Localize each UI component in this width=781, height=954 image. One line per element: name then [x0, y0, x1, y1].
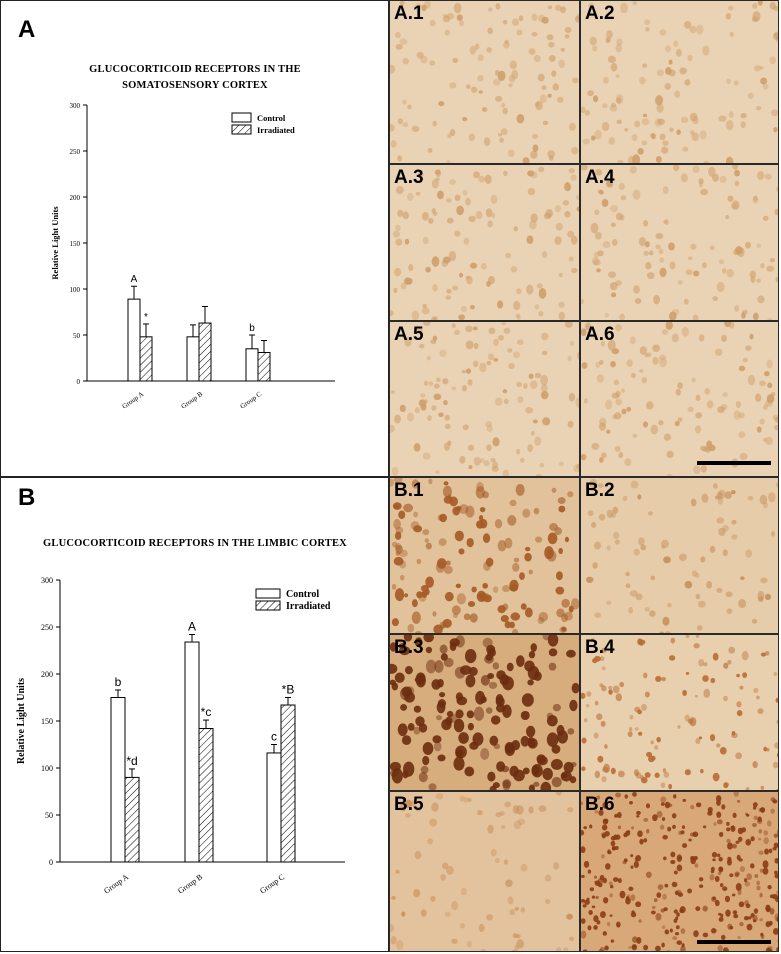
micrograph-a3: A.3: [389, 164, 580, 321]
micrograph-a1-label: A.1: [394, 3, 424, 24]
micrograph-b5-label: B.5: [394, 794, 424, 815]
legend-swatch-control: [231, 112, 252, 123]
micrograph-a6-image: [581, 322, 778, 476]
chart-a-title-line2: SOMATOSENSORY CORTEX: [122, 80, 268, 91]
category-label: Group C: [239, 390, 264, 411]
bar-control: [245, 348, 259, 382]
panel-label-a: A: [18, 16, 36, 43]
micrograph-a2-label: A.2: [585, 3, 615, 24]
bar-irradiated: [198, 728, 214, 863]
micrograph-a6: A.6: [580, 321, 779, 477]
y-tick-label: 0: [49, 858, 53, 867]
micrograph-a5-label: A.5: [394, 324, 424, 345]
category-label: Group B: [176, 872, 204, 895]
significance-label: *c: [201, 705, 212, 719]
category-label: Group C: [258, 872, 286, 895]
legend-swatch-control: [255, 588, 281, 599]
significance-label: c: [271, 730, 277, 744]
micrograph-b1: B.1: [389, 477, 580, 634]
micrograph-b3: B.3: [389, 634, 580, 791]
micrograph-b6-label: B.6: [585, 794, 615, 815]
category-label: Group A: [121, 390, 146, 410]
legend-label: Control: [257, 113, 286, 123]
micrograph-b2-image: [581, 478, 778, 633]
y-tick-label: 50: [73, 332, 81, 340]
y-tick-label: 100: [41, 764, 53, 773]
y-tick-label: 250: [70, 148, 81, 156]
scale-bar-a: [697, 461, 771, 465]
bar-irradiated: [257, 351, 271, 382]
legend-label: Irradiated: [286, 601, 331, 612]
micrograph-b2-label: B.2: [585, 480, 615, 501]
chart-b-title: GLUCOCORTICOID RECEPTORS IN THE LIMBIC C…: [10, 536, 380, 552]
micrograph-a4-image: [581, 165, 778, 320]
micrograph-b1-label: B.1: [394, 480, 424, 501]
y-tick-label: 200: [70, 194, 81, 202]
micrograph-b3-image: [390, 635, 579, 790]
micrograph-b5-image: [390, 792, 579, 951]
micrograph-a5: A.5: [389, 321, 580, 477]
bar-irradiated: [280, 704, 296, 863]
y-tick-label: 150: [41, 717, 53, 726]
micrograph-b2: B.2: [580, 477, 779, 634]
chart-a-title: GLUCOCORTICOID RECEPTORS IN THE SOMATOSE…: [50, 62, 340, 94]
y-tick-label: 250: [41, 623, 53, 632]
significance-label: A: [188, 620, 196, 634]
micrograph-b4-label: B.4: [585, 637, 615, 658]
chart-a: 0 50 100 150 200 250 300 Relative Light Units A *…: [50, 102, 335, 411]
chart-b-title-line1: GLUCOCORTICOID RECEPTORS IN THE LIMBIC C…: [43, 538, 347, 549]
y-tick-label: 300: [41, 576, 53, 585]
bar-irradiated: [198, 322, 212, 382]
micrograph-b6-image: [581, 792, 778, 951]
significance-label: *: [144, 312, 148, 323]
scale-bar-b: [697, 940, 771, 944]
micrograph-a2: A.2: [580, 0, 779, 164]
chart-a-title-line1: GLUCOCORTICOID RECEPTORS IN THE: [89, 64, 301, 75]
micrograph-a6-label: A.6: [585, 324, 615, 345]
y-tick-label: 200: [41, 670, 53, 679]
legend-label: Irradiated: [257, 125, 295, 135]
significance-label: b: [115, 675, 122, 689]
legend-label: Control: [286, 589, 319, 600]
y-tick-label: 150: [70, 240, 81, 248]
micrograph-b6: B.6: [580, 791, 779, 952]
significance-label: A: [131, 274, 138, 285]
bar-control: [184, 641, 200, 863]
micrograph-b3-label: B.3: [394, 637, 424, 658]
significance-label: b: [249, 323, 255, 334]
y-tick-label: 50: [45, 811, 53, 820]
y-tick-label: 0: [77, 378, 81, 386]
micrograph-a1: A.1: [389, 0, 580, 164]
bar-control: [266, 752, 282, 863]
micrograph-a3-image: [390, 165, 579, 320]
chart-b: 0 50 100 150 200 250 300 Relative Light Units b *…: [16, 576, 345, 896]
bar-control: [186, 336, 200, 382]
significance-label: *B: [282, 683, 295, 697]
panel-divider: [0, 476, 389, 478]
micrograph-b5: B.5: [389, 791, 580, 952]
y-tick-label: 100: [70, 286, 81, 294]
micrograph-a4-label: A.4: [585, 167, 615, 188]
category-label: Group A: [102, 872, 130, 895]
y-axis-label: Relative Light Units: [16, 678, 27, 764]
micrograph-a1-image: [390, 1, 579, 163]
y-axis-label: Relative Light Units: [50, 206, 60, 280]
y-tick-label: 300: [70, 102, 81, 110]
micrograph-a5-image: [390, 322, 579, 476]
micrograph-a4: A.4: [580, 164, 779, 321]
bar-control: [110, 697, 126, 863]
legend-swatch-irradiated: [231, 124, 252, 135]
significance-label: *d: [126, 754, 137, 768]
legend-swatch-irradiated: [255, 600, 281, 611]
micrograph-b4: B.4: [580, 634, 779, 791]
micrograph-b1-image: [390, 478, 579, 633]
bar-irradiated: [124, 776, 140, 863]
category-label: Group B: [180, 390, 205, 411]
panel-label-b: B: [18, 484, 36, 511]
bar-irradiated: [139, 336, 153, 382]
bar-control: [127, 298, 141, 382]
micrograph-a2-image: [581, 1, 778, 163]
micrograph-b4-image: [581, 635, 778, 790]
micrograph-a3-label: A.3: [394, 167, 424, 188]
